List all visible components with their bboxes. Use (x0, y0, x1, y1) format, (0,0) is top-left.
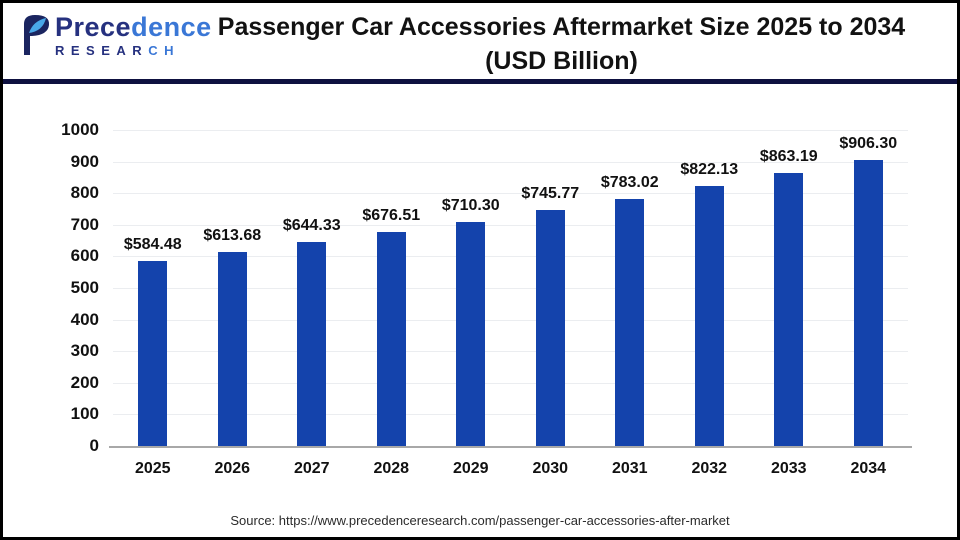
logo-sub-part1: RESEAR (55, 43, 149, 58)
bar-2025 (138, 261, 168, 446)
x-axis-label-2027: 2027 (293, 460, 330, 477)
gridline-1000 (113, 130, 908, 131)
chart-title-line1: Passenger Car Accessories Aftermarket Si… (217, 13, 906, 41)
gridline-200 (113, 382, 908, 384)
bar-2033 (774, 173, 804, 446)
value-label-2031: $783.02 (600, 173, 659, 191)
bar-chart-plot-area: 0 100 200 300 400 500 600 700 800 900 1000 $584.48 2… (3, 84, 957, 504)
y-axis-tick-0: 0 (89, 436, 99, 455)
y-axis-tick-1000: 1000 (61, 120, 99, 139)
value-label-2032: $822.13 (680, 161, 739, 179)
bar-2030 (535, 210, 565, 446)
header-divider (3, 79, 957, 84)
value-label-2027: $644.33 (282, 217, 341, 235)
bar-2026 (217, 252, 247, 446)
x-axis-label-2031: 2031 (611, 460, 648, 477)
precedence-research-logo: Precedence RESEARCH (19, 12, 212, 59)
logo-sub-part2: CH (148, 43, 180, 58)
value-label-2033: $863.19 (759, 148, 818, 166)
logo-subtitle: RESEARCH (55, 43, 212, 59)
bar-2034 (853, 159, 883, 446)
bar-2029 (456, 221, 486, 446)
gridline-400 (113, 319, 908, 321)
x-axis-label-2028: 2028 (373, 460, 410, 477)
y-axis-tick-500: 500 (70, 278, 99, 297)
value-label-2025: $584.48 (123, 236, 182, 254)
x-axis-label-2025: 2025 (134, 460, 171, 477)
x-axis-line (109, 446, 912, 448)
y-axis-tick-200: 200 (70, 372, 99, 392)
y-axis-tick-300: 300 (70, 341, 99, 361)
gridline-600 (113, 256, 908, 258)
precedence-logo-icon (24, 15, 50, 55)
gridline-500 (113, 288, 908, 289)
bar-2031 (615, 198, 645, 446)
value-label-2030: $745.77 (521, 185, 580, 203)
y-axis-tick-700: 700 (70, 214, 99, 234)
logo-wordmark: Precedence (55, 12, 212, 42)
header: Precedence RESEARCH Passenger Car Access… (3, 3, 957, 79)
value-label-2028: $676.51 (362, 207, 421, 225)
x-axis-label-2034: 2034 (850, 460, 887, 477)
x-axis-label-2030: 2030 (532, 460, 569, 477)
value-label-2029: $710.30 (441, 196, 500, 214)
chart-title-line2: (USD Billion) (485, 47, 638, 75)
y-axis-tick-800: 800 (70, 183, 99, 203)
y-axis-tick-600: 600 (70, 246, 99, 266)
x-axis-label-2029: 2029 (452, 460, 489, 477)
chart-title: Passenger Car Accessories Aftermarket Si… (178, 10, 945, 78)
x-axis-label-2032: 2032 (691, 460, 728, 477)
value-label-2026: $613.68 (203, 227, 262, 245)
source-attribution: Source: https://www.precedenceresearch.c… (230, 513, 730, 528)
x-axis-label-2026: 2026 (214, 460, 251, 477)
gridline-900 (113, 161, 908, 163)
gridline-100 (113, 414, 908, 416)
gridline-800 (113, 193, 908, 195)
y-axis-tick-900: 900 (70, 151, 99, 171)
bar-2028 (376, 232, 406, 446)
y-axis-tick-400: 400 (70, 309, 99, 329)
logo-text: Precedence RESEARCH (55, 12, 212, 59)
y-axis-tick-100: 100 (70, 404, 99, 424)
value-label-2034: $906.30 (839, 134, 898, 152)
logo-word-part1: Prece (55, 12, 132, 42)
logo-word-part2: dence (131, 12, 212, 42)
gridline-300 (113, 351, 908, 353)
x-axis-label-2033: 2033 (770, 460, 807, 477)
bar-2032 (694, 186, 724, 446)
bar-2027 (297, 242, 327, 446)
gridline-700 (113, 224, 908, 226)
